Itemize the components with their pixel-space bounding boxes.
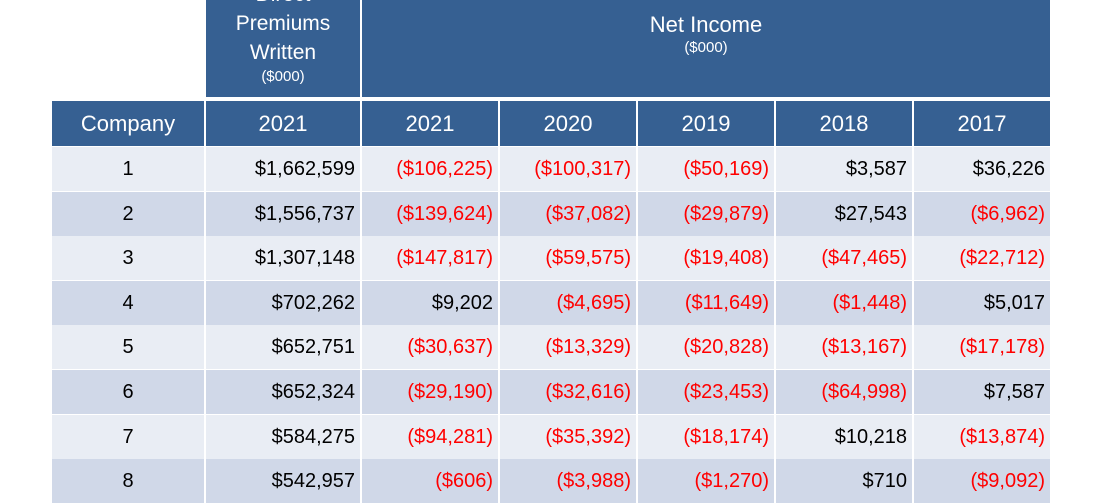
net-income-cell: $3,587 xyxy=(776,147,912,191)
net-income-title: Net Income xyxy=(649,12,763,37)
company-cell: 2 xyxy=(52,191,204,236)
net-income-cell: ($3,988) xyxy=(500,459,636,503)
net-income-cell: ($30,637) xyxy=(362,325,498,370)
net-income-cell: $27,543 xyxy=(776,191,912,236)
net-income-cell: ($13,167) xyxy=(776,325,912,370)
table-row: 7 $584,275 ($94,281) ($35,392) ($18,174) $10,… xyxy=(52,414,1050,459)
table-row: 6 $652,324 ($29,190) ($32,616) ($23,453) ($64… xyxy=(52,370,1050,414)
company-cell: 5 xyxy=(52,325,204,370)
net-income-cell: ($64,998) xyxy=(776,370,912,414)
premiums-cell: $1,662,599 xyxy=(206,147,360,191)
net-income-cell: ($9,092) xyxy=(914,459,1050,503)
net-income-cell: ($47,465) xyxy=(776,236,912,281)
net-income-cell: $710 xyxy=(776,459,912,503)
table-row: 5 $652,751 ($30,637) ($13,329) ($20,828) ($13… xyxy=(52,325,1050,370)
premiums-header-line: Written xyxy=(249,41,317,64)
premiums-header-line: Direct xyxy=(206,0,360,9)
company-cell: 7 xyxy=(52,414,204,459)
net-income-cell: ($50,169) xyxy=(638,147,774,191)
net-income-cell: ($22,712) xyxy=(914,236,1050,281)
net-income-cell: ($17,178) xyxy=(914,325,1050,370)
net-income-cell: ($106,225) xyxy=(362,147,498,191)
premiums-cell: $652,324 xyxy=(206,370,360,414)
net-income-cell: $10,218 xyxy=(776,414,912,459)
net-income-cell: $5,017 xyxy=(914,280,1050,325)
net-income-cell: ($13,874) xyxy=(914,414,1050,459)
table-row: 3 $1,307,148 ($147,817) ($59,575) ($19,408)(… xyxy=(52,236,1050,281)
net-income-cell: ($6,962) xyxy=(914,191,1050,236)
net-income-cell: ($139,624) xyxy=(362,191,498,236)
net-income-cell: ($29,879) xyxy=(638,191,774,236)
net-income-cell: ($20,828) xyxy=(638,325,774,370)
net-income-cell: ($32,616) xyxy=(500,370,636,414)
company-cell: 1 xyxy=(52,147,204,191)
premiums-cell: $542,957 xyxy=(206,459,360,503)
table-row: 2 $1,556,737 ($139,624) ($37,082) ($29,879) $… xyxy=(52,191,1050,236)
net-income-cell: ($606) xyxy=(362,459,498,503)
premiums-cell: $584,275 xyxy=(206,414,360,459)
net-income-header: Net Income ($000) xyxy=(362,0,1050,97)
net-income-cell: $9,202 xyxy=(362,280,498,325)
net-income-cell: ($94,281) xyxy=(362,414,498,459)
column-header-company: Company xyxy=(52,101,204,146)
net-income-cell: ($29,190) xyxy=(362,370,498,414)
net-income-cell: ($37,082) xyxy=(500,191,636,236)
column-header-year: 2021 xyxy=(206,101,360,146)
column-header-year: 2021 xyxy=(362,101,498,146)
premiums-cell: $652,751 xyxy=(206,325,360,370)
net-income-cell: $36,226 xyxy=(914,147,1050,191)
net-income-cell: ($23,453) xyxy=(638,370,774,414)
table-row: 8 $542,957 ($606) ($3,988) ($1,270) $710 ($9,0… xyxy=(52,459,1050,503)
net-income-cell: ($1,448) xyxy=(776,280,912,325)
net-income-cell: ($1,270) xyxy=(638,459,774,503)
premiums-header-line: Premiums xyxy=(235,12,331,35)
column-header-year: 2018 xyxy=(776,101,912,146)
net-income-cell: ($100,317) xyxy=(500,147,636,191)
company-cell: 8 xyxy=(52,459,204,503)
net-income-unit: ($000) xyxy=(684,39,728,56)
company-cell: 4 xyxy=(52,280,204,325)
net-income-cell: ($13,329) xyxy=(500,325,636,370)
net-income-cell: $7,587 xyxy=(914,370,1050,414)
table-row: 1 $1,662,599 ($106,225) ($100,317) ($50,169)… xyxy=(52,147,1050,191)
net-income-cell: ($4,695) xyxy=(500,280,636,325)
column-header-year: 2019 xyxy=(638,101,774,146)
company-cell: 6 xyxy=(52,370,204,414)
premiums-header: Direct Premiums Written ($000) xyxy=(206,0,360,97)
net-income-cell: ($147,817) xyxy=(362,236,498,281)
premiums-cell: $702,262 xyxy=(206,280,360,325)
company-cell: 3 xyxy=(52,236,204,281)
net-income-cell: ($59,575) xyxy=(500,236,636,281)
net-income-cell: ($19,408) xyxy=(638,236,774,281)
column-header-year: 2017 xyxy=(914,101,1050,146)
net-income-cell: ($18,174) xyxy=(638,414,774,459)
premiums-unit: ($000) xyxy=(261,68,305,85)
premiums-cell: $1,556,737 xyxy=(206,191,360,236)
table-row: 4 $702,262 $9,202 ($4,695) ($11,649) ($1,448)… xyxy=(52,280,1050,325)
net-income-cell: ($11,649) xyxy=(638,280,774,325)
net-income-cell: ($35,392) xyxy=(500,414,636,459)
premiums-cell: $1,307,148 xyxy=(206,236,360,281)
column-header-year: 2020 xyxy=(500,101,636,146)
